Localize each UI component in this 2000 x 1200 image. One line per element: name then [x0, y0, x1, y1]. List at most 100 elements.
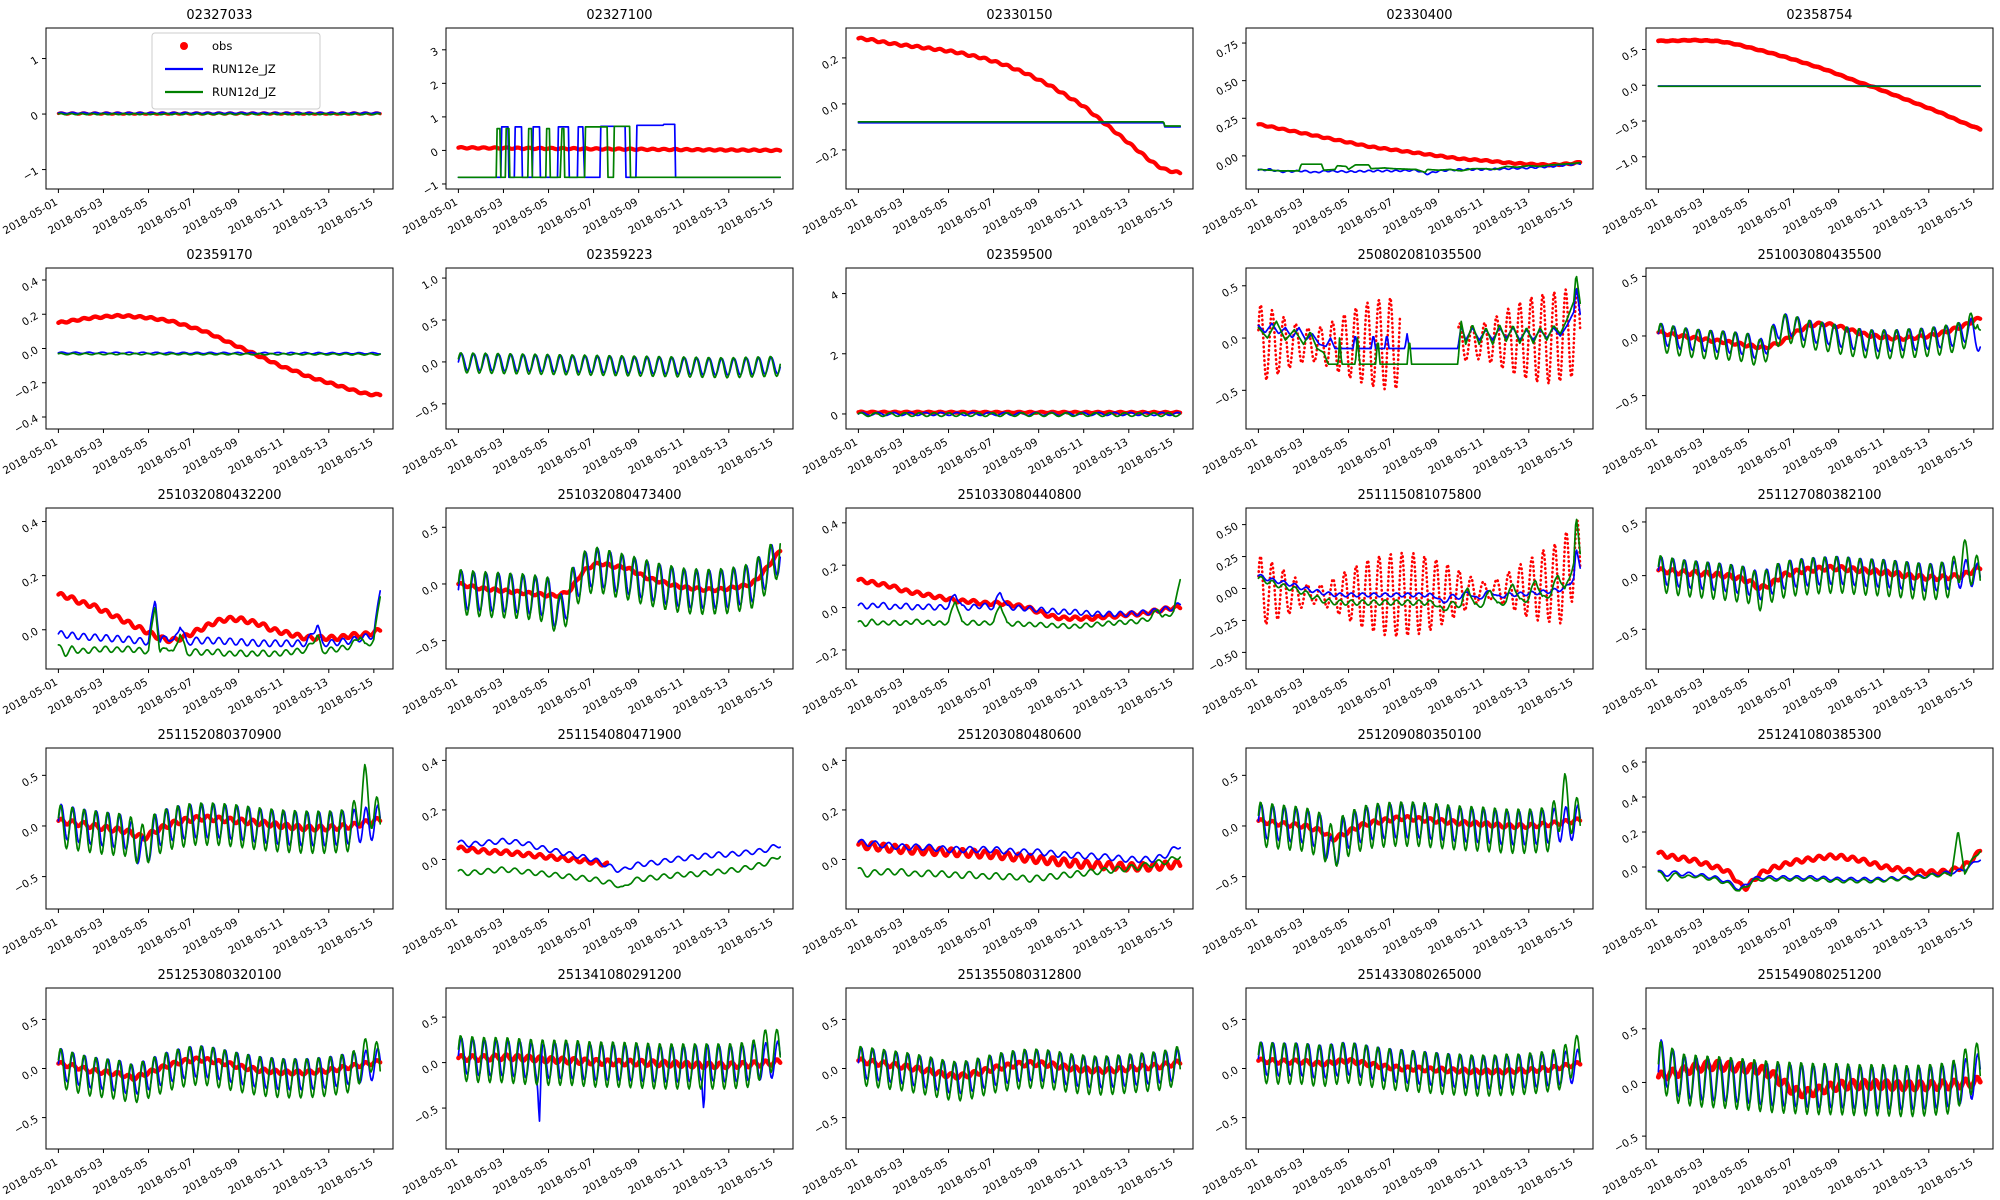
svg-text:0.0: 0.0: [420, 358, 440, 377]
svg-text:2: 2: [829, 349, 841, 363]
svg-text:0.0: 0.0: [1620, 332, 1640, 351]
series-group: [456, 542, 783, 632]
series-group: [1256, 772, 1583, 867]
plot-title: 02359170: [186, 248, 252, 263]
series-run12d: [57, 112, 382, 116]
series-run12d: [1257, 161, 1582, 174]
plot-title: 02359500: [986, 248, 1052, 263]
svg-text:0.5: 0.5: [1620, 272, 1640, 291]
series-group: [1257, 518, 1582, 639]
x-axis: 2018-05-012018-05-032018-05-052018-05-07…: [1201, 1149, 1575, 1197]
plot-canvas-02330150: 02330150 2018-05-012018-05-032018-05-0520…: [801, 8, 1194, 237]
series-run12d: [457, 855, 782, 889]
svg-text:−0.5: −0.5: [412, 1104, 440, 1127]
svg-text:2: 2: [429, 79, 441, 93]
series-run12e: [57, 590, 382, 648]
plot-title: 251203080480600: [957, 728, 1081, 743]
series-obs: [856, 576, 1183, 622]
y-axis: 0.5 0.0 −0.5: [1612, 1024, 1646, 1155]
series-group: [1256, 1034, 1583, 1097]
series-run12d: [57, 763, 382, 864]
series-group: [856, 409, 1183, 418]
subplot-250802081035500: 250802081035500 2018-05-01 2018-05-03 2018-…: [1200, 240, 1600, 480]
x-axis: 2018-05-012018-05-032018-05-052018-05-07…: [801, 669, 1175, 717]
svg-text:0.25: 0.25: [1214, 552, 1240, 574]
svg-text:0.2: 0.2: [820, 54, 840, 73]
svg-text:0.50: 0.50: [1214, 76, 1240, 98]
svg-text:1.0: 1.0: [420, 274, 440, 293]
subplot-251209080350100: 251209080350100 2018-05-01 2018-05-03 2018-…: [1200, 720, 1600, 960]
subplot-251152080370900: 251152080370900 2018-05-01 2018-05-03 2018-…: [0, 720, 400, 960]
axes-frame: [45, 267, 394, 430]
subplot-251203080480600: 251203080480600 2018-05-01 2018-05-03 2018-…: [800, 720, 1200, 960]
series-run12d: [57, 352, 382, 356]
series-group: [56, 111, 382, 116]
x-axis: 2018-05-012018-05-032018-05-052018-05-07…: [801, 189, 1175, 237]
series-group: [56, 1038, 383, 1104]
plot-canvas-251154080471900: 251154080471900 2018-05-012018-05-032018-…: [401, 728, 794, 957]
series-run12d: [857, 578, 1182, 630]
subplot-251549080251200: 251549080251200 2018-05-01 2018-05-03 2018-…: [1600, 960, 2000, 1200]
series-group: [1257, 275, 1582, 391]
series-group: [1655, 1039, 1983, 1118]
y-axis: 4 2 0: [829, 289, 846, 423]
svg-text:0.2: 0.2: [1620, 828, 1640, 847]
svg-text:0.2: 0.2: [20, 310, 40, 329]
series-run12e: [457, 543, 782, 628]
axes-frame: [845, 507, 1194, 670]
series-obs: [1656, 315, 1983, 351]
x-axis: 2018-05-012018-05-032018-05-052018-05-07…: [1601, 1149, 1975, 1197]
svg-text:0.0: 0.0: [1620, 571, 1640, 590]
x-axis: 2018-05-012018-05-032018-05-052018-05-07…: [1601, 189, 1975, 237]
subplot-02359223: 02359223 2018-05-01 2018-05-03 2018-05-05 20…: [400, 240, 800, 480]
series-run12d: [57, 596, 382, 658]
svg-text:−0.2: −0.2: [12, 378, 40, 401]
svg-text:0: 0: [429, 146, 441, 160]
y-axis: 0.5 0.0 −0.5: [1612, 518, 1646, 648]
subplot-251033080440800: 251033080440800 2018-05-01 2018-05-03 2018-…: [800, 480, 1200, 720]
y-axis: 0.50 0.25 0.00 −0.25 −0.50: [1207, 520, 1246, 675]
axes-frame: [445, 27, 794, 190]
subplot-251127080382100: 251127080382100 2018-05-01 2018-05-03 2018-…: [1600, 480, 2000, 720]
series-run12d: [1257, 518, 1582, 612]
plot-title: 251241080385300: [1757, 728, 1881, 743]
subplot-251241080385300: 251241080385300 2018-05-01 2018-05-03 2018-…: [1600, 720, 2000, 960]
x-axis: 2018-05-012018-05-032018-05-052018-05-07…: [801, 429, 1175, 477]
plot-canvas-251355080312800: 251355080312800 2018-05-012018-05-032018-…: [801, 968, 1194, 1197]
svg-text:−1.0: −1.0: [1612, 153, 1640, 176]
subplot-02330400: 02330400 2018-05-01 2018-05-03 2018-05-05 20…: [1200, 0, 1600, 240]
svg-text:−0.5: −0.5: [1612, 625, 1640, 648]
x-axis: 2018-05-012018-05-032018-05-052018-05-07…: [401, 1149, 775, 1197]
series-group: [457, 352, 782, 379]
y-axis: 0.5 0.0 −0.5: [12, 1015, 46, 1136]
axes-frame: [45, 747, 394, 910]
y-axis: 0.5 0.0 −0.5: [1212, 281, 1246, 409]
y-axis: 1 0 −1: [21, 54, 46, 183]
axes-frame: [845, 747, 1194, 910]
y-axis: 0.6 0.4 0.2 0.0: [1620, 758, 1646, 881]
svg-text:0.0: 0.0: [820, 855, 840, 874]
series-obs: [456, 844, 610, 868]
series-group: [456, 123, 783, 179]
series-group: [56, 590, 383, 658]
svg-text:−0.5: −0.5: [1612, 117, 1640, 140]
subplot-02359170: 02359170 2018-05-01 2018-05-03 2018-05-05 20…: [0, 240, 400, 480]
svg-text:1: 1: [29, 54, 41, 68]
subplot-02358754: 02358754 2018-05-01 2018-05-03 2018-05-05 20…: [1600, 0, 2000, 240]
plot-title: 251549080251200: [1757, 968, 1881, 983]
svg-text:0.5: 0.5: [820, 1015, 840, 1034]
plot-canvas-02359500: 02359500 2018-05-012018-05-032018-05-0520…: [801, 248, 1194, 477]
x-axis: 2018-05-012018-05-032018-05-052018-05-07…: [401, 189, 775, 237]
plot-title: 02327100: [586, 8, 652, 23]
svg-text:1: 1: [429, 113, 441, 127]
svg-text:0.5: 0.5: [20, 1015, 40, 1034]
plot-canvas-251152080370900: 251152080370900 2018-05-012018-05-032018-…: [1, 728, 394, 957]
series-group: [1656, 832, 1983, 892]
axes-frame: [1245, 747, 1594, 910]
series-run12e: [457, 837, 782, 873]
plot-canvas-250802081035500: 250802081035500 2018-05-012018-05-032018-…: [1201, 248, 1594, 477]
x-axis: 2018-05-012018-05-032018-05-052018-05-07…: [401, 909, 775, 957]
series-run12d: [457, 125, 782, 179]
plot-canvas-02359170: 02359170 2018-05-012018-05-032018-05-0520…: [1, 248, 394, 477]
